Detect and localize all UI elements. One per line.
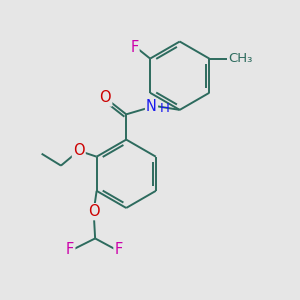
Text: O: O [100,91,111,106]
Text: O: O [73,143,85,158]
Text: CH₃: CH₃ [228,52,253,65]
Text: O: O [88,204,100,219]
Text: N: N [146,99,157,114]
Text: H: H [160,103,170,116]
Text: F: F [130,40,139,55]
Text: F: F [66,242,74,257]
Text: F: F [115,242,123,257]
